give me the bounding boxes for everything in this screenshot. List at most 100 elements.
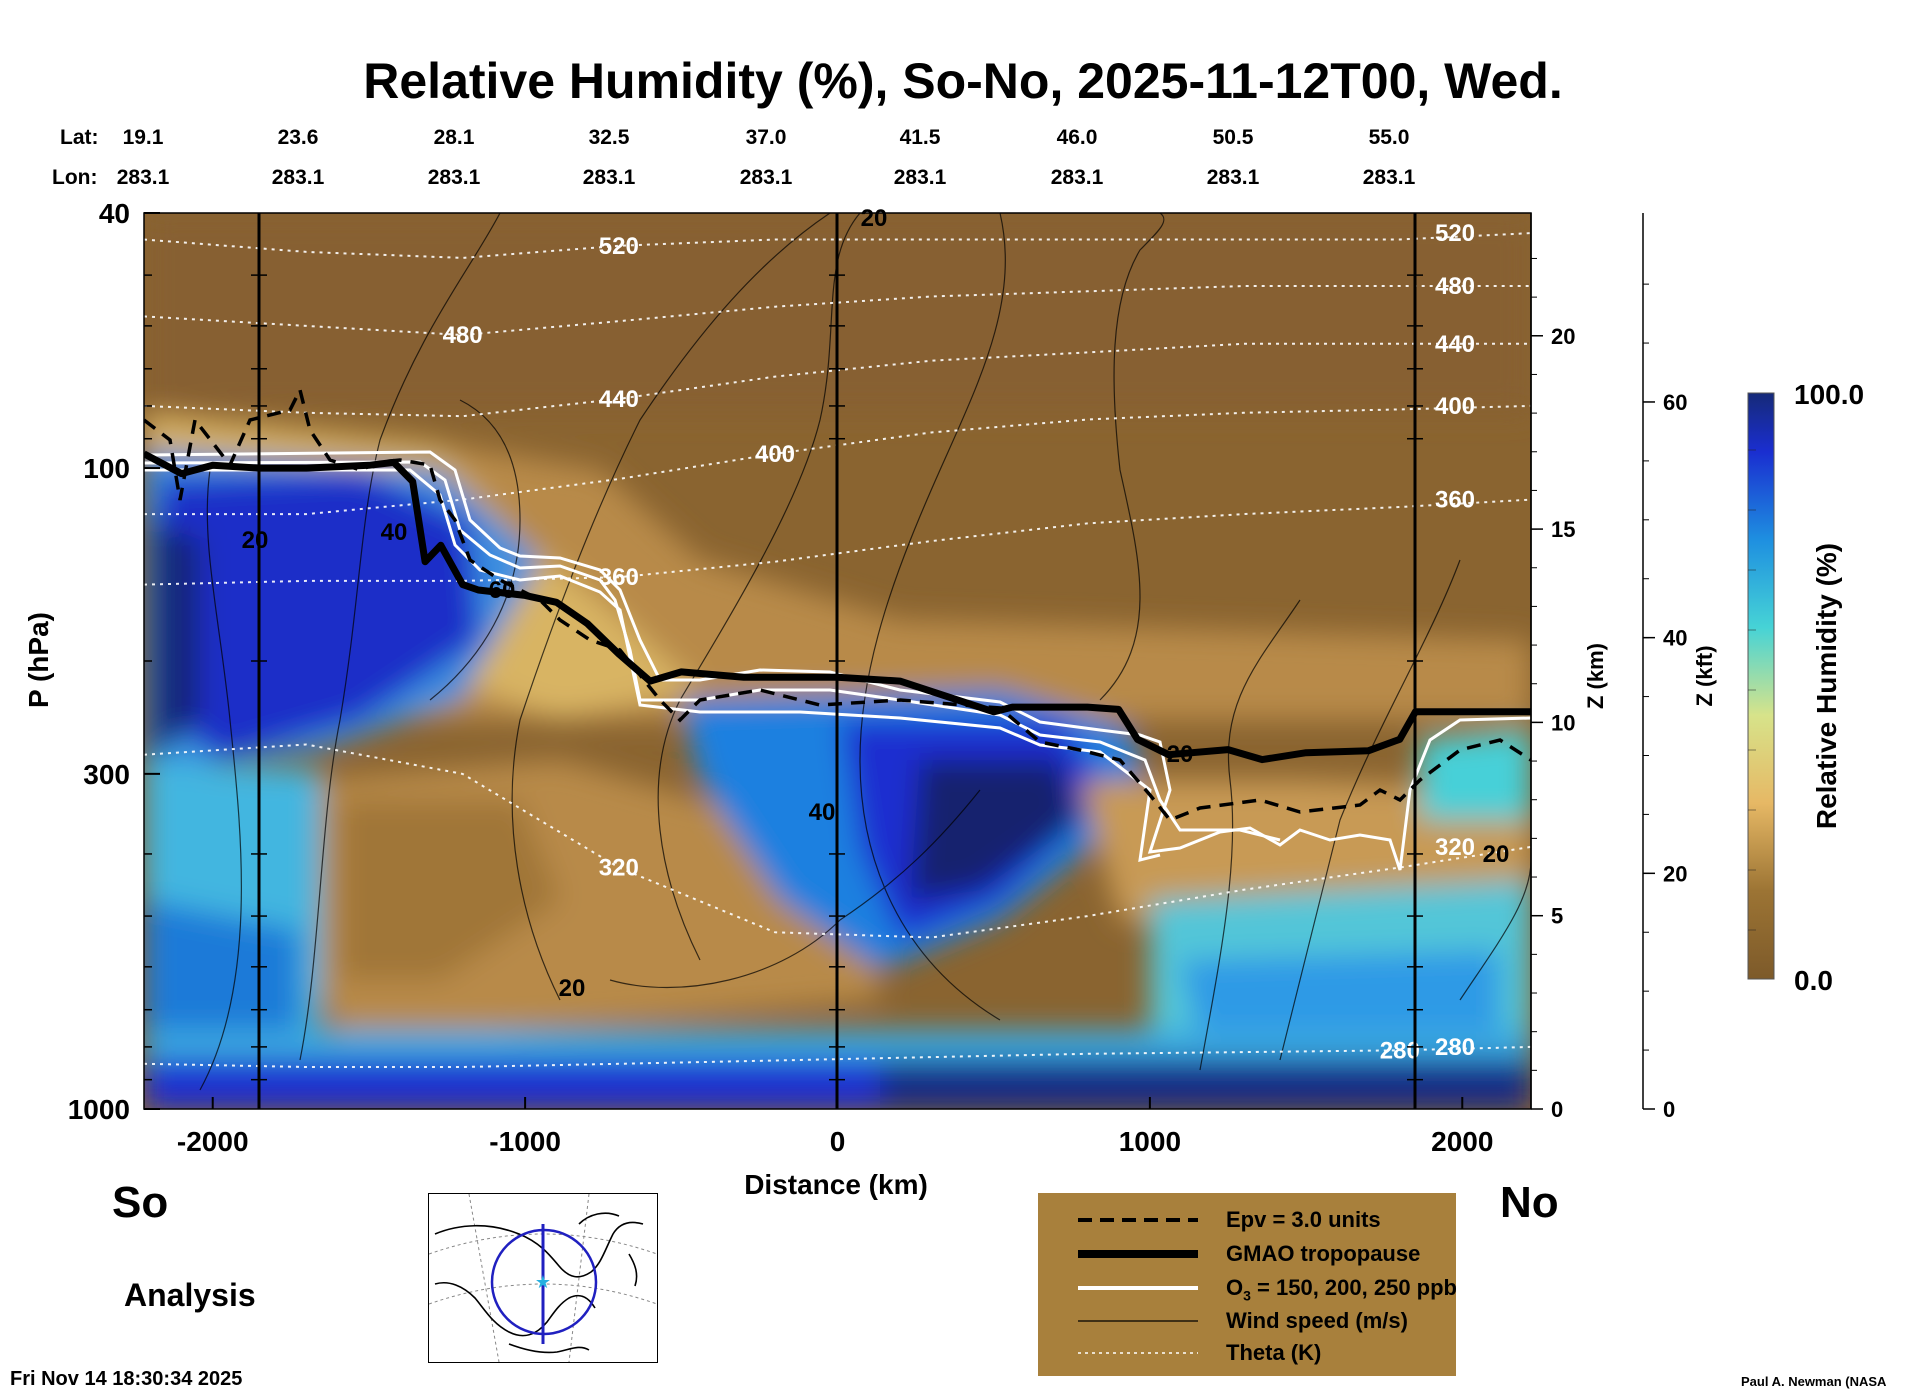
x-axis-title: Distance (km) <box>744 1169 928 1200</box>
lat-value: 41.5 <box>899 126 941 149</box>
y-tick-label: 40 <box>99 198 130 229</box>
z-kft-tick-label: 20 <box>1663 861 1687 886</box>
y-tick-label: 1000 <box>68 1094 130 1125</box>
z-km-tick-label: 0 <box>1551 1097 1563 1122</box>
x-axis: -2000 -1000 0 1000 2000 <box>177 1097 1493 1157</box>
timestamp: Fri Nov 14 18:30:34 2025 <box>10 1368 243 1390</box>
legend-wind-label: Wind speed (m/s) <box>1226 1308 1408 1333</box>
colorbar-max-label: 100.0 <box>1794 379 1864 410</box>
north-label: No <box>1500 1178 1559 1227</box>
legend-epv: Epv = 3.0 units <box>1038 1205 1456 1235</box>
wind-label: 40 <box>381 519 408 546</box>
z-kft-tick-label: 60 <box>1663 390 1687 415</box>
lat-value: 32.5 <box>588 126 630 149</box>
legend-ozone: O3 = 150, 200, 250 ppb <box>1038 1273 1457 1304</box>
x-tick-label: -1000 <box>489 1126 561 1157</box>
lon-value: 283.1 <box>427 166 481 189</box>
wind-label: 20 <box>559 975 586 1002</box>
theta-label-right: 480 <box>1435 273 1475 300</box>
lon-value: 283.1 <box>582 166 636 189</box>
chart-title: Relative Humidity (%), So-No, 2025-11-12… <box>363 53 1563 109</box>
z-km-tick-label: 10 <box>1551 710 1575 735</box>
wind-label: 20 <box>861 205 888 232</box>
lat-value: 55.0 <box>1368 126 1410 149</box>
theta-label-right: 360 <box>1435 487 1475 514</box>
theta-label-right: 520 <box>1435 220 1475 247</box>
lat-label: Lat: <box>60 126 99 149</box>
theta-label-right: 400 <box>1435 393 1475 420</box>
wind-contour-labels: 20 20 40 60 40 20 20 20 <box>242 205 1510 1002</box>
legend-epv-label: Epv = 3.0 units <box>1226 1207 1381 1232</box>
colorbar-min-label: 0.0 <box>1794 965 1833 996</box>
z-kft-tick-label: 40 <box>1663 626 1687 651</box>
lon-value: 283.1 <box>1050 166 1104 189</box>
legend-tropopause: GMAO tropopause <box>1038 1239 1456 1269</box>
legend-ozone-label: O3 = 150, 200, 250 ppb <box>1226 1275 1457 1304</box>
wind-label: 20 <box>1483 841 1510 868</box>
theta-label: 320 <box>599 855 639 882</box>
theta-contour <box>144 1045 1531 1068</box>
lat-value: 50.5 <box>1212 126 1254 149</box>
south-label: So <box>112 1178 169 1227</box>
wind-label: 60 <box>489 577 516 604</box>
legend-wind: Wind speed (m/s) <box>1038 1306 1456 1336</box>
credit: Paul A. Newman (NASA <box>1741 1374 1887 1389</box>
theta-label: 280 <box>1380 1037 1420 1064</box>
lon-value: 283.1 <box>1362 166 1416 189</box>
z-km-tick-label: 5 <box>1551 904 1563 929</box>
theta-label-right: 320 <box>1435 834 1475 861</box>
legend-theta-label: Theta (K) <box>1226 1340 1322 1365</box>
lat-value: 46.0 <box>1056 126 1098 149</box>
z-km-axis-title: Z (km) <box>1583 643 1608 709</box>
legend: Epv = 3.0 units GMAO tropopause O3 = 150… <box>1038 1193 1457 1376</box>
lon-value: 283.1 <box>1206 166 1260 189</box>
theta-label: 400 <box>755 441 795 468</box>
inset-map: ★ <box>428 1193 658 1363</box>
lat-value: 23.6 <box>277 126 319 149</box>
lon-value: 283.1 <box>116 166 170 189</box>
theta-contour <box>144 285 1531 337</box>
lon-label: Lon: <box>52 166 98 189</box>
wind-label: 20 <box>1167 741 1194 768</box>
colorbar-ticks <box>1748 449 1756 931</box>
theta-contour <box>144 498 1531 586</box>
legend-tropopause-label: GMAO tropopause <box>1226 1241 1421 1266</box>
wind-label: 40 <box>809 799 836 826</box>
analysis-label: Analysis <box>124 1277 256 1313</box>
theta-label: 520 <box>599 233 639 260</box>
tropopause-line <box>144 450 1531 764</box>
y-axis-title: P (hPa) <box>23 612 54 708</box>
lat-value: 28.1 <box>433 126 475 149</box>
z-km-axis: 0 5 10 15 20 <box>1530 213 1575 1122</box>
y-tick-label: 300 <box>83 759 130 790</box>
x-tick-label: 2000 <box>1431 1126 1493 1157</box>
theta-contour <box>144 342 1531 418</box>
colorbar-title: Relative Humidity (%) <box>1811 543 1842 829</box>
y-tick-label: 100 <box>83 453 130 484</box>
colorbar <box>1747 392 1775 980</box>
x-tick-label: 0 <box>830 1126 846 1157</box>
theta-label: 440 <box>599 386 639 413</box>
lat-value: 19.1 <box>122 126 164 149</box>
lon-value: 283.1 <box>271 166 325 189</box>
z-km-tick-label: 15 <box>1551 517 1575 542</box>
wind-contours <box>199 213 1531 1091</box>
x-tick-label: 1000 <box>1119 1126 1181 1157</box>
legend-theta: Theta (K) <box>1038 1338 1456 1368</box>
lat-value: 37.0 <box>745 126 787 149</box>
z-kft-axis: 0 20 40 60 <box>1642 213 1687 1122</box>
theta-label: 480 <box>443 322 483 349</box>
theta-label-right: 440 <box>1435 331 1475 358</box>
x-tick-label: -2000 <box>177 1126 249 1157</box>
wind-label: 20 <box>242 527 269 554</box>
lon-value: 283.1 <box>893 166 947 189</box>
z-kft-axis-title: Z (kft) <box>1692 645 1717 706</box>
lon-value: 283.1 <box>739 166 793 189</box>
theta-contour <box>144 743 1531 939</box>
z-kft-tick-label: 0 <box>1663 1097 1675 1122</box>
z-km-tick-label: 20 <box>1551 324 1575 349</box>
inset-center-star-icon: ★ <box>535 1272 551 1292</box>
theta-contour <box>144 232 1531 259</box>
y-axis: 40 100 300 1000 <box>68 198 1423 1125</box>
